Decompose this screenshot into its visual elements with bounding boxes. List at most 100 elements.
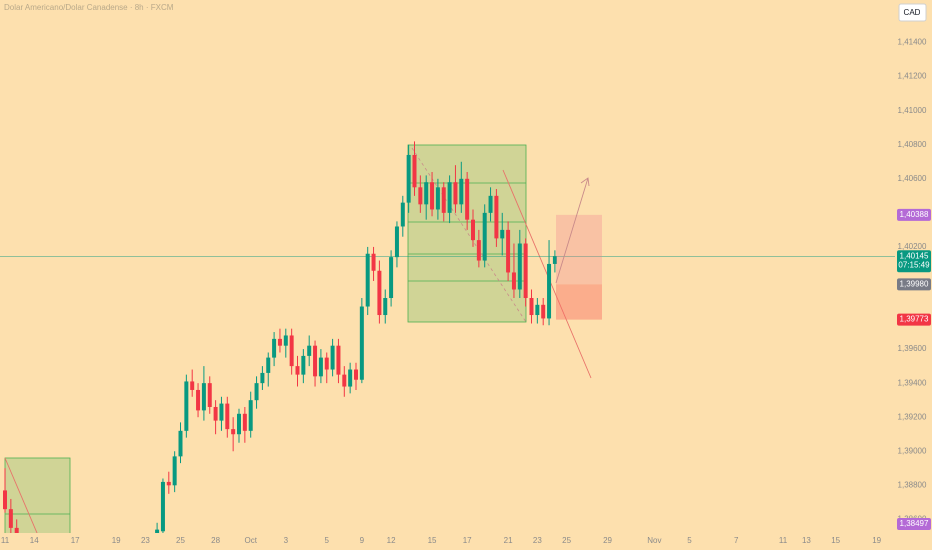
candle-body bbox=[201, 383, 206, 411]
candle-body bbox=[336, 345, 341, 375]
x-tick-label: 15 bbox=[428, 536, 437, 545]
x-tick-label: 14 bbox=[30, 536, 39, 545]
x-tick-label: 12 bbox=[387, 536, 396, 545]
candle-body bbox=[330, 345, 335, 370]
x-tick-label: Oct bbox=[244, 536, 257, 545]
candle-body bbox=[318, 357, 323, 377]
x-tick-label: 19 bbox=[112, 536, 121, 545]
price-tag bbox=[897, 518, 931, 530]
candle-body bbox=[178, 430, 183, 457]
currency-box bbox=[898, 3, 927, 22]
stop-zone bbox=[556, 284, 602, 320]
candle-body bbox=[196, 389, 201, 411]
candle-body bbox=[266, 357, 271, 373]
price-tag-label: 1,39980 bbox=[900, 279, 929, 288]
y-tick-label: 1,40800 bbox=[898, 140, 927, 149]
candle-body bbox=[324, 357, 329, 370]
candle-body bbox=[289, 335, 294, 367]
trend-line bbox=[502, 169, 592, 379]
candle-body bbox=[283, 335, 288, 346]
candle-body bbox=[476, 240, 481, 261]
candle-body bbox=[447, 182, 452, 213]
x-tick-label: 15 bbox=[831, 536, 840, 545]
overlay bbox=[555, 177, 602, 320]
candle-body bbox=[301, 355, 306, 375]
candle-body bbox=[371, 253, 376, 271]
candles bbox=[3, 141, 557, 533]
candle-body bbox=[295, 366, 300, 375]
x-tick-label: 17 bbox=[71, 536, 80, 545]
y-tick-label: 1,41000 bbox=[898, 106, 927, 115]
price-tag bbox=[897, 250, 931, 273]
x-tick-label: 19 bbox=[872, 536, 881, 545]
x-tick-label: 5 bbox=[325, 536, 330, 545]
candle-body bbox=[313, 345, 318, 377]
candle-body bbox=[359, 306, 364, 380]
candle-body bbox=[482, 212, 487, 261]
candle-body bbox=[418, 187, 423, 205]
candle-body bbox=[254, 383, 259, 401]
candle-body bbox=[277, 338, 282, 346]
candle-body bbox=[231, 429, 236, 435]
candle-body bbox=[348, 369, 353, 387]
candle-body bbox=[511, 272, 516, 290]
candle-body bbox=[471, 219, 475, 241]
candle-body bbox=[225, 403, 230, 430]
y-tick-label: 1,39200 bbox=[898, 412, 927, 421]
price-tag bbox=[897, 278, 931, 291]
trend-line bbox=[4, 457, 38, 533]
candle-body bbox=[8, 509, 13, 528]
candle-body bbox=[529, 298, 534, 316]
candle-body bbox=[242, 413, 247, 431]
candle-body bbox=[465, 178, 470, 220]
x-tick-label: 3 bbox=[284, 536, 289, 545]
x-tick-label: 11 bbox=[779, 536, 788, 545]
candle-body bbox=[354, 369, 358, 380]
x-tick-label: 9 bbox=[360, 536, 365, 545]
chart-title: Dolar Americano/Dolar Canadense · 8h · F… bbox=[4, 3, 174, 12]
candle-body bbox=[219, 403, 224, 421]
candle-body bbox=[400, 202, 405, 227]
candle-body bbox=[488, 195, 493, 213]
x-tick-label: 7 bbox=[734, 536, 739, 545]
diagonal bbox=[411, 147, 527, 323]
y-tick-label: 1,39400 bbox=[898, 378, 927, 387]
candle-body bbox=[248, 400, 253, 431]
x-tick-label: 25 bbox=[562, 536, 571, 545]
candle-body bbox=[260, 372, 265, 384]
candle-body bbox=[500, 229, 505, 239]
candle-body bbox=[14, 527, 19, 533]
candle-body bbox=[412, 154, 417, 188]
price-tag bbox=[897, 208, 931, 221]
x-tick-label: 17 bbox=[463, 536, 472, 545]
price-tag-label: 1,38497 bbox=[900, 519, 929, 528]
candle-body bbox=[459, 178, 464, 205]
price-tag-label: 1,39773 bbox=[900, 315, 929, 324]
y-tick-label: 1,38800 bbox=[898, 480, 927, 489]
candle-body bbox=[155, 529, 160, 533]
arrow bbox=[555, 177, 590, 284]
candle-body bbox=[307, 345, 312, 356]
candle-body bbox=[494, 195, 499, 239]
countdown: 07:15:49 bbox=[898, 260, 930, 269]
x-tick-label: 23 bbox=[141, 536, 150, 545]
candle-body bbox=[166, 481, 171, 486]
candle-body bbox=[406, 154, 411, 203]
candle-body bbox=[172, 456, 177, 486]
candle-body bbox=[3, 490, 7, 510]
y-tick-label: 1,41200 bbox=[898, 72, 927, 81]
candle-body bbox=[272, 338, 277, 358]
candle-body bbox=[517, 243, 522, 290]
y-tick-label: 1,39600 bbox=[898, 344, 927, 353]
y-tick-label: 1,41400 bbox=[898, 38, 927, 47]
candle-body bbox=[394, 226, 399, 258]
candle-body bbox=[237, 413, 241, 435]
candle-body bbox=[377, 270, 382, 316]
candle-body bbox=[207, 383, 212, 407]
candle-body bbox=[541, 304, 546, 319]
candle-body bbox=[160, 481, 165, 532]
candle-body bbox=[506, 229, 511, 273]
x-tick-label: 25 bbox=[176, 536, 185, 545]
